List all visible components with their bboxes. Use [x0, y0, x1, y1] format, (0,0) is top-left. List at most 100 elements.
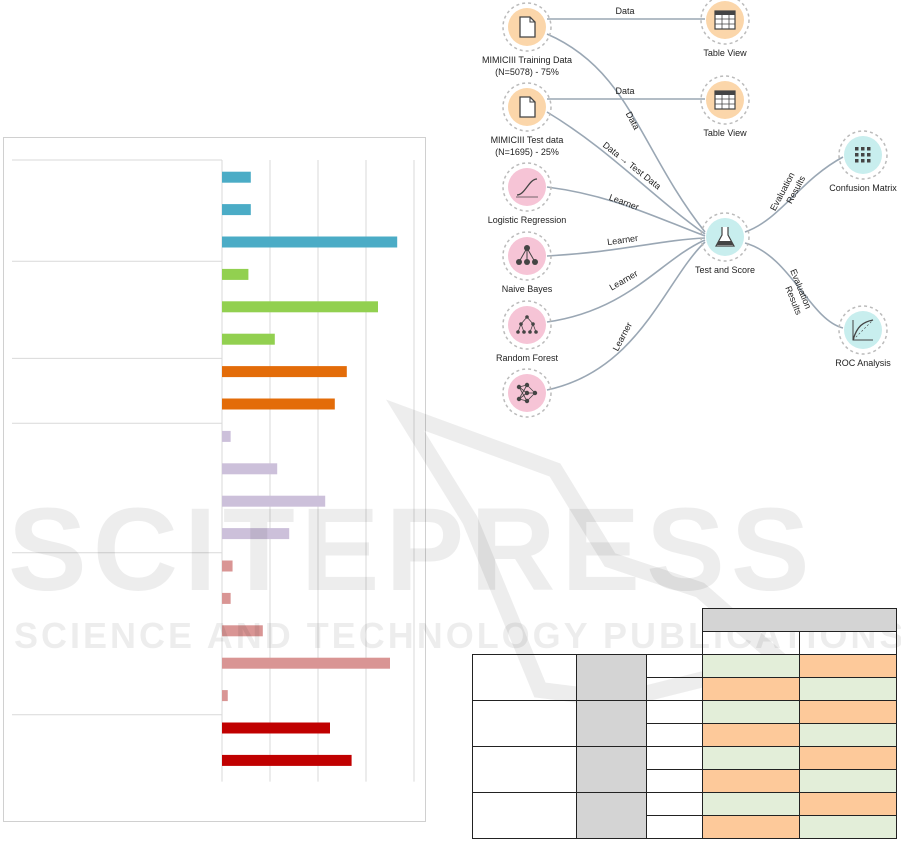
chart-bar: [222, 625, 263, 637]
workflow-node-label: Table View: [703, 128, 747, 138]
chart-bar: [222, 301, 378, 313]
workflow-node-tv2[interactable]: Table View: [700, 75, 750, 138]
workflow-node-tv1[interactable]: Table View: [700, 0, 750, 58]
chart-bar: [222, 398, 335, 410]
workflow-link-label: Data: [624, 110, 642, 131]
table-cell: [576, 654, 647, 701]
workflow-node-lr[interactable]: Logistic Regression: [488, 162, 567, 225]
chart-bar: [222, 657, 390, 669]
table-header-row-1: [473, 608, 897, 632]
table-cell: [646, 769, 703, 793]
table-header-cell: [799, 631, 897, 655]
table-cell: [472, 746, 577, 793]
bar-chart-frame: [3, 137, 426, 822]
table-cell: [702, 746, 800, 770]
workflow-link-label: Learner: [611, 321, 634, 353]
chart-bar: [222, 754, 352, 766]
table-icon: [714, 10, 736, 30]
table-cell: [702, 654, 800, 678]
chart-bar: [222, 722, 330, 734]
table-cell: [576, 700, 647, 747]
table-row: [472, 654, 897, 701]
chart-bar: [222, 690, 228, 702]
bar-chart: [12, 159, 415, 782]
flask-icon: [714, 227, 736, 247]
table-row: [473, 677, 897, 701]
workflow-node-label: Table View: [703, 48, 747, 58]
table-row: [472, 700, 897, 747]
table-cell: [646, 746, 703, 770]
table-cell: [799, 723, 897, 747]
chart-bar: [222, 204, 251, 216]
table-cell: [702, 723, 800, 747]
table-row: [473, 815, 897, 839]
table-cell: [646, 700, 703, 724]
table-cell: [646, 815, 703, 839]
workflow-link-label: Data → Test Data: [601, 140, 663, 192]
workflow-node-nb[interactable]: Naive Bayes: [502, 231, 553, 294]
table-row: [472, 792, 897, 839]
table-cell: [702, 769, 800, 793]
table-cell: [646, 654, 703, 678]
chart-bar: [222, 560, 233, 572]
chart-bars: [222, 171, 398, 766]
table-cell: [646, 677, 703, 701]
workflow-node-train[interactable]: MIMICIII Training Data (N=5078) - 75%: [482, 2, 572, 77]
table-cell: [473, 632, 577, 655]
table-cell: [472, 654, 577, 701]
matrix-icon: [855, 147, 871, 163]
table-row: [473, 769, 897, 793]
table-cell: [576, 746, 647, 793]
workflow-node-ts[interactable]: Test and Score: [695, 212, 755, 275]
chart-bar: [222, 528, 290, 540]
workflow-link-label: Learner: [607, 233, 639, 247]
workflow-links: [546, 18, 844, 391]
table-cell: [702, 700, 800, 724]
workflow-node-label: ROC Analysis: [835, 358, 891, 368]
workflow-node-cm[interactable]: Confusion Matrix: [829, 130, 897, 193]
tree-icon: [516, 315, 538, 334]
chart-bar: [222, 495, 326, 507]
workflow-link: [546, 186, 706, 237]
table-cell: [799, 654, 897, 678]
workflow-node-test[interactable]: MIMICIII Test data (N=1695) - 25%: [491, 82, 564, 157]
workflow-node-label: (N=1695) - 25%: [495, 147, 559, 157]
neural-net-icon: [516, 382, 538, 404]
chart-bar: [222, 430, 231, 442]
workflow-node-label: Logistic Regression: [488, 215, 567, 225]
workflow-link: [546, 239, 706, 323]
workflow-link-label: Learner: [608, 268, 640, 292]
network-icon: [516, 245, 538, 265]
workflow-node-label: MIMICIII Test data: [491, 135, 564, 145]
chart-bar: [222, 366, 347, 378]
table-cell: [702, 792, 800, 816]
results-table: [472, 608, 897, 839]
workflow-node-nn[interactable]: [502, 368, 552, 418]
table-cell: [577, 609, 647, 632]
file-icon: [519, 16, 536, 38]
workflow-node-label: (N=5078) - 75%: [495, 67, 559, 77]
table-header-cell: [702, 608, 897, 632]
workflow-link: [546, 241, 706, 391]
workflow-link-label: Data: [615, 86, 634, 96]
workflow-node-rf[interactable]: Random Forest: [496, 300, 559, 363]
workflow-node-roc[interactable]: ROC Analysis: [835, 305, 891, 368]
table-cell: [799, 815, 897, 839]
workflow-node-label: MIMICIII Training Data: [482, 55, 572, 65]
table-cell: [646, 723, 703, 747]
chart-bar: [222, 171, 251, 183]
table-cell: [472, 700, 577, 747]
table-cell: [702, 815, 800, 839]
table-row: [473, 723, 897, 747]
table-cell: [576, 792, 647, 839]
workflow-node-label: Random Forest: [496, 353, 559, 363]
workflow-link: [546, 111, 706, 235]
table-cell: [577, 632, 647, 655]
table-cell: [472, 792, 577, 839]
table-cell: [473, 609, 577, 632]
table-cell: [799, 792, 897, 816]
table-cell: [647, 609, 703, 632]
results-table-grid: [472, 608, 897, 839]
file-icon: [519, 96, 536, 118]
